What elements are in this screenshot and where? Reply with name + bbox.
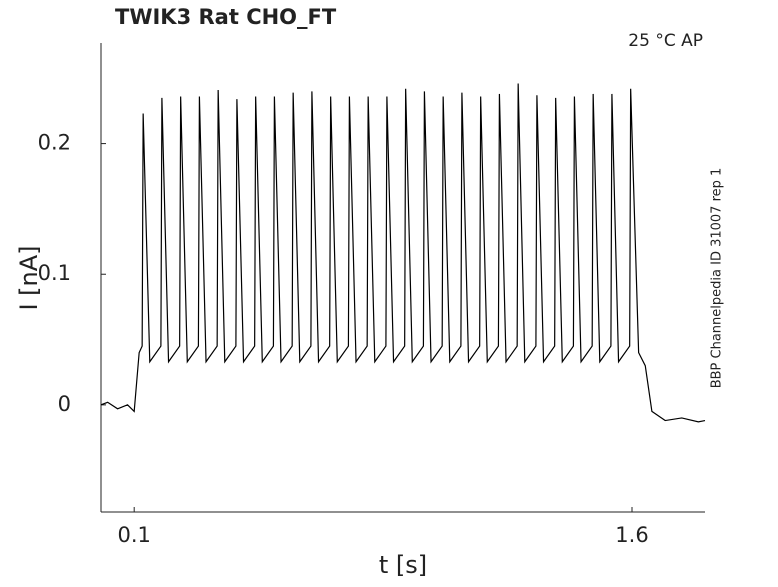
annotation: 25 °C AP	[628, 31, 703, 51]
y-tick-label: 0.2	[38, 131, 71, 155]
x-tick-label: 1.6	[615, 523, 648, 547]
side-note: BBP Channelpedia ID 31007 rep 1	[710, 168, 725, 389]
line-series	[100, 83, 706, 423]
chart-title: TWIK3 Rat CHO_FT	[115, 5, 337, 29]
y-tick-label: 0	[58, 392, 71, 416]
x-axis-label: t [s]	[379, 551, 427, 579]
y-axis-label: I [nA]	[15, 245, 43, 310]
x-tick-label: 0.1	[117, 523, 150, 547]
y-tick-label: 0.1	[38, 261, 71, 285]
